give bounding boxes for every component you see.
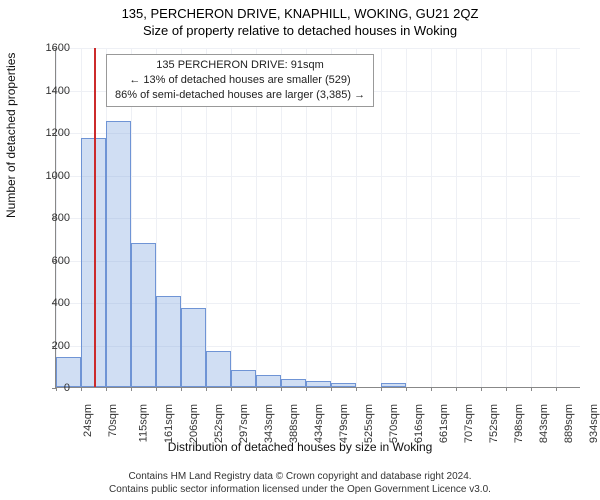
x-tick-mark — [556, 387, 557, 391]
footer-line-2: Contains public sector information licen… — [0, 483, 600, 496]
x-tick-label: 798sqm — [513, 404, 525, 443]
histogram-bar — [106, 121, 131, 387]
x-tick-label: 206sqm — [188, 404, 200, 443]
y-tick-label: 800 — [30, 212, 70, 224]
gridline-h — [56, 133, 580, 134]
y-tick-label: 1600 — [30, 42, 70, 54]
gridline-v — [381, 48, 382, 387]
histogram-bar — [206, 351, 231, 387]
gridline-h — [56, 176, 580, 177]
chart-area: 135 PERCHERON DRIVE: 91sqm← 13% of detac… — [55, 48, 580, 388]
annotation-line: 135 PERCHERON DRIVE: 91sqm — [115, 58, 365, 73]
histogram-bar — [231, 370, 256, 387]
x-tick-mark — [206, 387, 207, 391]
histogram-bar — [156, 296, 181, 387]
footer: Contains HM Land Registry data © Crown c… — [0, 470, 600, 496]
y-tick-label: 0 — [30, 382, 70, 394]
x-tick-label: 115sqm — [137, 404, 149, 442]
footer-line-1: Contains HM Land Registry data © Crown c… — [0, 470, 600, 483]
gridline-v — [431, 48, 432, 387]
x-tick-label: 70sqm — [107, 404, 119, 437]
x-tick-label: 343sqm — [263, 404, 275, 443]
x-tick-label: 570sqm — [388, 404, 400, 443]
x-tick-label: 843sqm — [538, 404, 550, 443]
histogram-bar — [306, 381, 331, 387]
histogram-bar — [131, 243, 156, 388]
gridline-h — [56, 218, 580, 219]
gridline-v — [406, 48, 407, 387]
y-axis-label: Number of detached properties — [4, 53, 18, 218]
histogram-bar — [331, 383, 356, 387]
x-tick-mark — [481, 387, 482, 391]
gridline-v — [506, 48, 507, 387]
x-tick-label: 297sqm — [238, 404, 250, 443]
y-tick-label: 1000 — [30, 170, 70, 182]
x-tick-mark — [506, 387, 507, 391]
x-tick-mark — [356, 387, 357, 391]
annotation-box: 135 PERCHERON DRIVE: 91sqm← 13% of detac… — [106, 54, 374, 107]
x-tick-mark — [131, 387, 132, 391]
y-tick-label: 1200 — [30, 127, 70, 139]
x-tick-mark — [456, 387, 457, 391]
x-tick-label: 161sqm — [163, 404, 175, 443]
property-marker-line — [94, 48, 96, 387]
x-tick-label: 752sqm — [488, 404, 500, 443]
annotation-line: 86% of semi-detached houses are larger (… — [115, 88, 365, 103]
title-main: 135, PERCHERON DRIVE, KNAPHILL, WOKING, … — [0, 0, 600, 21]
x-tick-mark — [306, 387, 307, 391]
x-tick-mark — [106, 387, 107, 391]
y-tick-label: 1400 — [30, 85, 70, 97]
x-tick-mark — [406, 387, 407, 391]
x-tick-mark — [231, 387, 232, 391]
x-tick-label: 889sqm — [563, 404, 575, 443]
x-tick-mark — [431, 387, 432, 391]
x-tick-mark — [81, 387, 82, 391]
x-tick-label: 434sqm — [313, 404, 325, 443]
x-tick-mark — [381, 387, 382, 391]
y-tick-label: 200 — [30, 340, 70, 352]
x-tick-label: 661sqm — [438, 404, 450, 443]
x-tick-label: 24sqm — [82, 404, 94, 437]
gridline-v — [456, 48, 457, 387]
x-tick-mark — [156, 387, 157, 391]
gridline-v — [556, 48, 557, 387]
x-tick-mark — [281, 387, 282, 391]
x-tick-label: 252sqm — [213, 404, 225, 443]
x-tick-label: 934sqm — [588, 404, 600, 443]
x-tick-mark — [256, 387, 257, 391]
x-tick-label: 525sqm — [363, 404, 375, 443]
x-tick-mark — [181, 387, 182, 391]
title-sub: Size of property relative to detached ho… — [0, 21, 600, 38]
plot-region: 135 PERCHERON DRIVE: 91sqm← 13% of detac… — [55, 48, 580, 388]
x-tick-label: 616sqm — [413, 404, 425, 443]
y-tick-label: 400 — [30, 297, 70, 309]
gridline-v — [531, 48, 532, 387]
x-tick-label: 707sqm — [463, 404, 475, 443]
x-tick-label: 388sqm — [288, 404, 300, 443]
histogram-bar — [181, 308, 206, 387]
annotation-line: ← 13% of detached houses are smaller (52… — [115, 73, 365, 88]
histogram-bar — [281, 379, 306, 388]
gridline-v — [481, 48, 482, 387]
x-tick-mark — [531, 387, 532, 391]
y-tick-label: 600 — [30, 255, 70, 267]
gridline-h — [56, 48, 580, 49]
histogram-bar — [381, 383, 406, 387]
x-tick-label: 479sqm — [338, 404, 350, 443]
histogram-bar — [256, 375, 281, 387]
x-tick-mark — [331, 387, 332, 391]
